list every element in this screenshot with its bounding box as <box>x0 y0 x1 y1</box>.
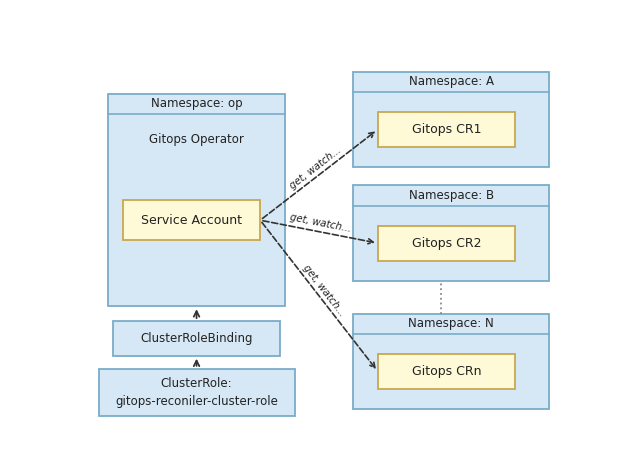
Text: Namespace: N: Namespace: N <box>408 317 494 330</box>
Text: ClusterRoleBinding: ClusterRoleBinding <box>140 332 253 345</box>
Text: ClusterRole:
gitops-reconiler-cluster-role: ClusterRole: gitops-reconiler-cluster-ro… <box>115 377 278 408</box>
Text: Gitops CR1: Gitops CR1 <box>411 123 481 136</box>
FancyBboxPatch shape <box>353 185 549 281</box>
Text: Service Account: Service Account <box>141 214 242 227</box>
Text: Namespace: A: Namespace: A <box>409 75 494 89</box>
FancyBboxPatch shape <box>378 112 515 147</box>
FancyBboxPatch shape <box>109 94 284 307</box>
FancyBboxPatch shape <box>113 321 280 356</box>
FancyBboxPatch shape <box>99 368 295 416</box>
Text: get, watch...: get, watch... <box>288 145 343 190</box>
Text: Gitops Operator: Gitops Operator <box>149 133 244 146</box>
Text: Namespace: B: Namespace: B <box>409 189 494 202</box>
Text: Gitops CRn: Gitops CRn <box>411 365 481 378</box>
Text: get, watch...: get, watch... <box>301 263 347 318</box>
FancyBboxPatch shape <box>378 354 515 389</box>
FancyBboxPatch shape <box>353 72 549 167</box>
FancyBboxPatch shape <box>353 314 549 409</box>
Text: get, watch...: get, watch... <box>289 212 351 234</box>
Text: Namespace: op: Namespace: op <box>151 98 242 110</box>
FancyBboxPatch shape <box>123 200 260 240</box>
FancyBboxPatch shape <box>378 226 515 260</box>
Text: Gitops CR2: Gitops CR2 <box>411 237 481 249</box>
